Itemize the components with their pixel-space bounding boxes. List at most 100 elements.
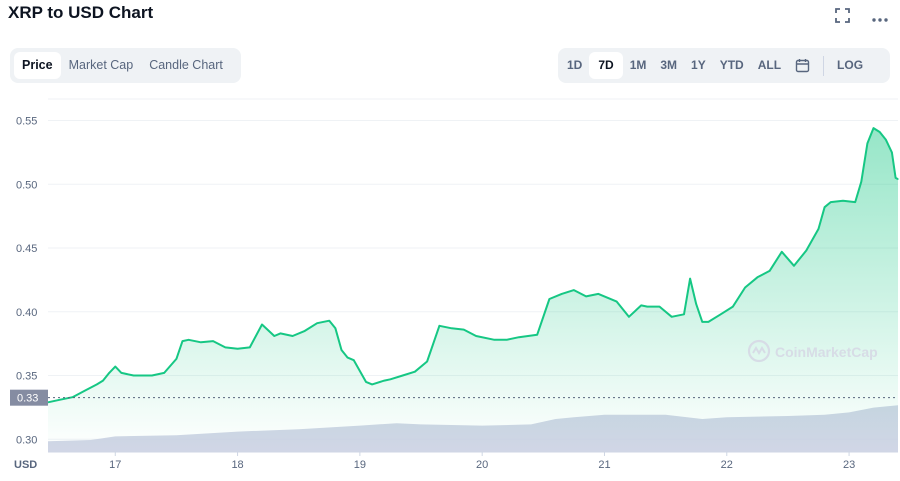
price-point [866,142,869,144]
price-point [683,313,685,315]
price-point [114,366,116,368]
range-1m[interactable]: 1M [629,58,647,72]
y-tick-label: 0.50 [16,179,37,191]
log-scale-toggle[interactable]: LOG [837,58,864,72]
y-tick-label: 0.40 [16,307,37,319]
range-all[interactable]: ALL [757,58,782,72]
price-point [585,295,587,297]
x-tick-label: 21 [598,459,610,471]
range-1d[interactable]: 1D [567,58,583,72]
price-point [389,378,391,380]
price-point [120,372,122,374]
price-point [732,306,734,308]
price-point [872,127,875,129]
y-axis: 0.55 0.50 0.45 0.40 0.35 0.30 USD [14,116,37,472]
price-point [695,303,697,305]
price-point [842,200,844,202]
price-point [854,201,856,203]
price-point [646,306,648,308]
range-ytd[interactable]: YTD [719,58,744,72]
watermark: CoinMarketCap [747,339,878,363]
price-point [334,327,336,329]
current-price-label: 0.33 [17,393,38,405]
top-actions [835,8,888,27]
price-point [573,289,575,291]
price-point [414,371,416,373]
price-point [891,151,893,153]
price-point [59,399,61,401]
price-point [689,278,691,280]
price-line [47,127,899,404]
price-fill [48,128,898,452]
price-point [895,177,897,179]
price-point [879,131,881,133]
current-price-badge [10,389,48,406]
watermark-text: CoinMarketCap [775,344,878,360]
price-chart: 0.33 0.55 0.50 0.45 0.40 0.35 0.30 USD 17 18 19 2… [10,98,899,472]
x-axis: 17 18 19 20 21 22 23 [48,451,898,471]
time-range-switcher: 1D 7D 1M 3M 1Y YTD ALL LOG [558,48,890,83]
range-3m[interactable]: 3M [660,58,678,72]
x-tick-label: 22 [721,459,733,471]
fullscreen-icon[interactable] [835,8,850,27]
price-point [261,323,263,326]
price-point [793,265,795,267]
price-point [597,293,600,295]
price-point [163,372,165,374]
price-point [475,335,477,337]
price-point [84,390,86,392]
price-point [769,270,771,272]
price-point [756,276,759,278]
range-7d[interactable]: 7D [589,52,623,79]
y-tick-label: 0.30 [16,434,37,446]
price-point [463,329,465,331]
price-point [365,381,367,383]
price-point [897,178,899,180]
price-point [371,383,373,385]
price-point [830,201,832,203]
range-1y[interactable]: 1Y [691,58,706,72]
price-point [224,346,226,348]
price-point [824,206,826,208]
x-tick-label: 23 [843,459,855,471]
tab-market-cap[interactable]: Market Cap [68,58,134,72]
y-tick-label: 0.55 [16,116,37,128]
x-tick-label: 18 [231,459,243,471]
price-point [506,339,508,341]
price-point [340,349,343,351]
price-point [133,374,135,377]
price-point [493,339,495,341]
price-point [347,357,349,359]
price-point [175,358,177,360]
price-point [707,321,710,323]
price-point [102,380,104,382]
price-point [212,340,214,342]
price-point [237,348,239,350]
price-point [200,341,202,343]
price-point [536,334,538,336]
price-point [151,374,153,377]
price-point [304,330,306,332]
price-point [860,181,862,183]
more-options-icon[interactable] [872,9,888,26]
x-tick-label: 19 [354,459,366,471]
price-point [181,340,184,342]
price-point [720,313,722,315]
price-point [885,139,887,141]
tab-price[interactable]: Price [14,52,61,79]
price-point [96,383,98,385]
price-point [671,316,673,318]
price-point [518,336,520,338]
price-point [279,332,281,334]
price-point [328,320,330,322]
price-point [316,322,318,324]
price-area [48,128,898,452]
calendar-icon[interactable] [788,52,817,79]
price-point [744,286,746,289]
price-point [383,380,385,382]
x-tick-label: 17 [109,459,121,471]
price-point [402,374,404,377]
y-unit-label: USD [14,459,37,471]
tab-candle-chart[interactable]: Candle Chart [149,58,223,72]
price-point [108,372,110,374]
